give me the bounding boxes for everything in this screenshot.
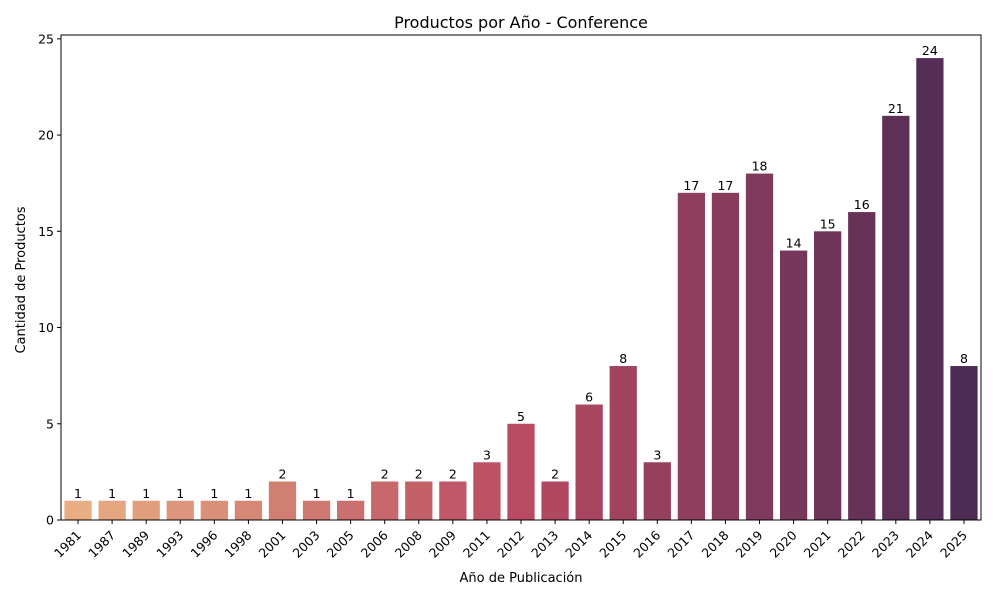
bar-2017 <box>677 192 705 521</box>
x-tick-label-2012: 2012 <box>494 528 527 561</box>
value-label-2017: 17 <box>683 178 699 193</box>
x-tick-label-2011: 2011 <box>460 528 493 561</box>
bar-2009 <box>439 481 467 520</box>
bar-2025 <box>950 366 978 520</box>
x-tick-label-2015: 2015 <box>596 528 629 561</box>
value-label-2024: 24 <box>922 43 938 58</box>
x-tick-label-2016: 2016 <box>630 527 663 560</box>
value-label-2005: 1 <box>347 486 355 501</box>
x-tick-label-1996: 1996 <box>187 527 220 560</box>
bar-2024 <box>916 58 944 520</box>
x-tick-label-2023: 2023 <box>869 528 902 561</box>
x-tick-label-2021: 2021 <box>801 528 834 561</box>
value-label-2018: 17 <box>717 178 733 193</box>
x-tick-label-1993: 1993 <box>153 528 186 561</box>
x-tick-label-2024: 2024 <box>903 527 936 560</box>
x-tick-label-2005: 2005 <box>324 528 357 561</box>
value-label-2003: 1 <box>313 486 321 501</box>
value-label-1998: 1 <box>244 486 252 501</box>
y-tick-label-25: 25 <box>38 31 54 46</box>
bar-2016 <box>643 462 671 520</box>
x-tick-label-2006: 2006 <box>358 527 391 560</box>
bar-2011 <box>473 462 501 520</box>
value-label-1996: 1 <box>210 486 218 501</box>
x-tick-label-2018: 2018 <box>698 527 731 560</box>
bar-1996 <box>200 500 228 520</box>
bar-2015 <box>609 366 637 520</box>
bar-1998 <box>234 500 263 520</box>
value-label-1989: 1 <box>142 486 150 501</box>
value-label-2012: 5 <box>517 409 525 424</box>
bar-2023 <box>882 115 910 520</box>
y-axis-label: Cantidad de Productos <box>14 206 29 353</box>
y-tick-label-5: 5 <box>46 416 54 431</box>
x-tick-label-1989: 1989 <box>119 527 152 560</box>
x-tick-label-2022: 2022 <box>835 528 868 561</box>
x-tick-label-2009: 2009 <box>426 527 459 560</box>
bar-2018 <box>711 192 740 521</box>
value-label-2001: 2 <box>279 467 287 482</box>
bar-1981 <box>64 500 92 520</box>
value-label-1987: 1 <box>108 486 116 501</box>
bar-2003 <box>302 500 331 520</box>
bar-2020 <box>779 250 808 521</box>
plot-area: 1198111987119891199311996119982200112003… <box>38 31 982 561</box>
bar-2008 <box>405 481 433 520</box>
x-tick-label-2008: 2008 <box>392 527 425 560</box>
bar-2021 <box>814 231 842 521</box>
value-label-2013: 2 <box>551 467 559 482</box>
plot-frame <box>60 34 982 521</box>
y-tick-label-20: 20 <box>38 128 54 143</box>
bar-2006 <box>371 481 399 520</box>
bar-2001 <box>268 481 297 520</box>
value-label-2014: 6 <box>585 390 593 405</box>
value-label-1981: 1 <box>74 486 82 501</box>
bar-2005 <box>337 500 365 520</box>
value-label-2022: 16 <box>854 197 870 212</box>
x-tick-label-2019: 2019 <box>733 527 766 560</box>
bar-2014 <box>575 404 603 520</box>
x-tick-label-1998: 1998 <box>221 527 254 560</box>
bar-2013 <box>541 481 569 520</box>
value-label-2008: 2 <box>415 467 423 482</box>
value-label-2006: 2 <box>381 467 389 482</box>
x-tick-label-2017: 2017 <box>664 528 697 561</box>
chart-title: Productos por Año - Conference <box>394 13 648 32</box>
value-label-2015: 8 <box>619 351 627 366</box>
value-label-2019: 18 <box>752 159 768 174</box>
bar-2019 <box>745 173 774 521</box>
value-label-2020: 14 <box>786 236 802 251</box>
bar-1993 <box>166 500 194 520</box>
y-tick-label-0: 0 <box>46 513 54 528</box>
y-tick-label-15: 15 <box>38 224 54 239</box>
x-tick-label-2013: 2013 <box>528 528 561 561</box>
bar-2012 <box>507 423 535 520</box>
y-tick-label-10: 10 <box>38 320 54 335</box>
x-tick-label-2025: 2025 <box>937 528 970 561</box>
value-label-2021: 15 <box>820 216 836 231</box>
value-label-2023: 21 <box>888 101 904 116</box>
bar-1987 <box>98 500 126 520</box>
x-tick-label-2014: 2014 <box>562 527 595 560</box>
value-label-2025: 8 <box>960 351 968 366</box>
value-label-2011: 3 <box>483 447 491 462</box>
x-tick-label-2001: 2001 <box>256 528 289 561</box>
x-tick-label-2020: 2020 <box>767 527 800 560</box>
x-tick-label-1987: 1987 <box>85 528 118 561</box>
bar-2022 <box>848 212 876 521</box>
value-label-2009: 2 <box>449 467 457 482</box>
x-tick-label-2003: 2003 <box>290 528 323 561</box>
value-label-1993: 1 <box>176 486 184 501</box>
x-tick-label-1981: 1981 <box>51 528 84 561</box>
bar-1989 <box>132 500 160 520</box>
x-axis-label: Año de Publicación <box>460 571 583 586</box>
value-label-2016: 3 <box>653 447 661 462</box>
